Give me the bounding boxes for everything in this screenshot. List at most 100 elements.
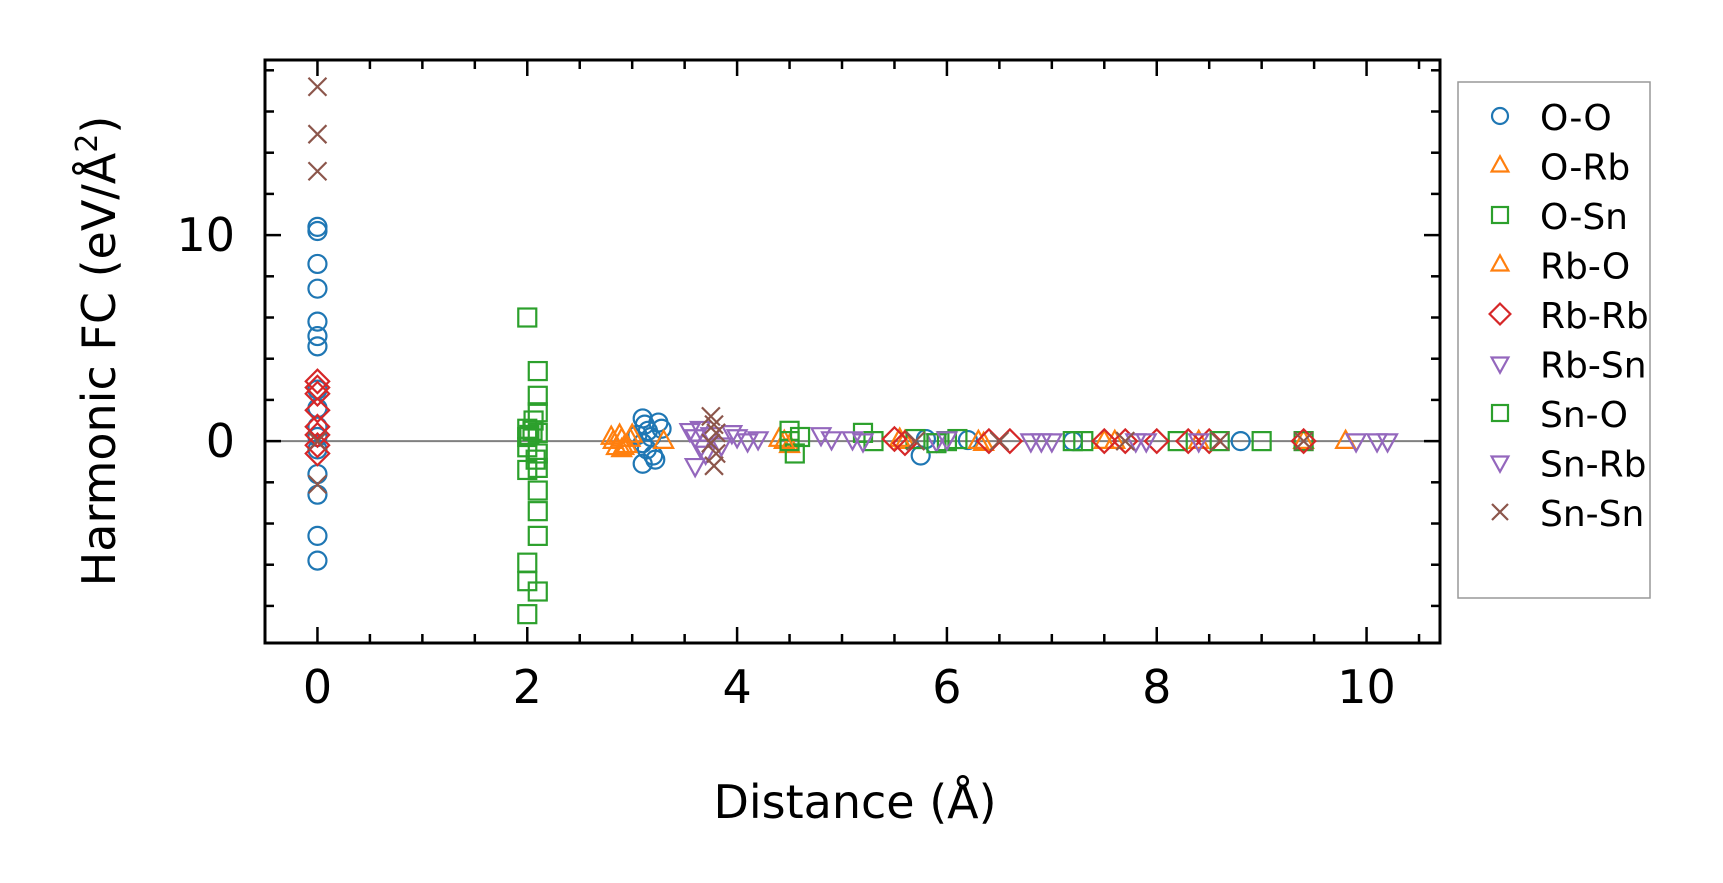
legend-item: Rb-Sn (1489, 346, 1647, 387)
legend-item: Sn-Sn (1491, 494, 1644, 535)
data-point (304, 413, 331, 440)
data-point (1091, 427, 1118, 455)
legend-label: Rb-Rb (1540, 296, 1649, 337)
data-point (820, 431, 843, 452)
data-point (307, 278, 328, 299)
data-point (1290, 427, 1317, 455)
legend-label: O-Sn (1540, 197, 1628, 238)
data-point (704, 456, 724, 476)
data-point (1143, 427, 1170, 455)
data-point (527, 501, 548, 522)
legend-label: Sn-Sn (1540, 494, 1644, 535)
legend-item: Rb-Rb (1488, 296, 1649, 337)
data-point (905, 431, 926, 451)
y-axis-title: Harmonic FC (eV/Å2) (70, 116, 126, 587)
legend-item: Rb-O (1489, 247, 1630, 288)
data-point (1187, 433, 1211, 454)
data-point (1230, 431, 1251, 452)
data-point (307, 311, 328, 332)
y-tick-label: 0 (206, 414, 235, 468)
data-point (779, 431, 800, 452)
data-point (1344, 433, 1368, 454)
data-point (307, 124, 328, 144)
data-point (652, 428, 675, 449)
data-point (851, 433, 875, 454)
data-point (1187, 428, 1211, 449)
data-point (935, 431, 959, 452)
data-point (926, 433, 947, 454)
data-point (784, 443, 805, 464)
data-point (601, 428, 625, 449)
data-point (645, 449, 666, 470)
data-point (1062, 431, 1083, 452)
data-point (1174, 427, 1202, 455)
data-point (689, 420, 712, 442)
data-point (307, 220, 328, 242)
data-point (307, 474, 328, 495)
legend-marker (1490, 106, 1510, 126)
x-tick-label: 0 (303, 660, 332, 714)
legend-label: Sn-O (1540, 395, 1628, 436)
legend-marker (1488, 302, 1512, 326)
data-point (307, 431, 328, 451)
legend-marker (1489, 455, 1511, 474)
data-point (307, 550, 328, 571)
data-point (527, 360, 548, 382)
data-point (967, 428, 990, 449)
data-point (1103, 428, 1127, 449)
data-point (1112, 427, 1139, 455)
data-point (1115, 431, 1136, 451)
legend-item: Sn-Rb (1489, 445, 1647, 486)
legend-label: O-O (1540, 98, 1612, 139)
data-point (694, 445, 717, 467)
data-point (307, 325, 328, 347)
data-point (517, 426, 538, 448)
data-point (618, 426, 642, 447)
x-tick-label: 6 (932, 660, 961, 714)
data-point (706, 423, 726, 443)
tick-labels: 0 2 4 6 8 10 0 10 (176, 208, 1395, 714)
data-point (519, 424, 540, 446)
y-axis-title-close: ) (72, 116, 126, 134)
series-sn-o (519, 410, 1230, 470)
series-sn-sn (307, 77, 1314, 495)
data-point (746, 431, 770, 452)
data-point (304, 380, 331, 407)
data-point (517, 571, 538, 592)
data-point (704, 414, 724, 435)
data-point (527, 525, 548, 546)
legend-marker (1490, 403, 1510, 423)
data-point (304, 368, 331, 395)
data-point (1293, 431, 1314, 452)
data-point (307, 416, 328, 437)
data-point (307, 161, 328, 182)
data-point (517, 307, 538, 328)
data-point (1209, 431, 1230, 452)
data-point (304, 421, 331, 449)
data-point (527, 385, 548, 406)
x-tick-label: 10 (1337, 660, 1396, 714)
x-tick-label: 2 (513, 660, 542, 714)
data-point (1030, 433, 1053, 454)
legend-label: Rb-O (1540, 247, 1630, 288)
data-point (527, 581, 548, 602)
data-point (1124, 433, 1148, 454)
data-point (307, 77, 328, 97)
legend-item: O-O (1490, 98, 1612, 139)
data-point (632, 453, 653, 474)
data-point (651, 418, 672, 439)
legend-marker (1489, 356, 1511, 375)
data-point (307, 253, 328, 275)
data-point (683, 457, 707, 479)
data-point (789, 426, 811, 448)
data-points (304, 77, 1399, 625)
y-axis-title-superscript: 2 (70, 134, 105, 153)
data-point (989, 431, 1010, 451)
legend-label: Sn-Rb (1540, 445, 1647, 486)
data-point (1209, 431, 1230, 451)
legend-marker (1489, 154, 1511, 173)
plot-area-frame (263, 58, 1442, 645)
data-point (863, 431, 884, 452)
legend-item: Sn-O (1490, 395, 1628, 436)
